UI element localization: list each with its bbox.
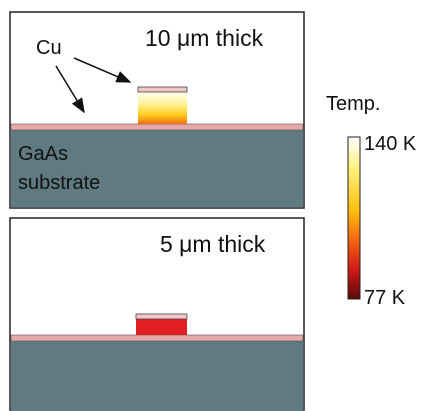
thickness-label: 5 μm thick (160, 231, 266, 257)
cu-block (138, 92, 187, 124)
cu-block (136, 319, 187, 335)
interlayer (10, 123, 304, 131)
panel-5um: 5 μm thick (9, 217, 305, 411)
colorbar-max: 140 K (364, 133, 417, 155)
colorbar-min: 77 K (364, 287, 406, 309)
substrate (11, 341, 303, 411)
cu-cap (135, 313, 188, 320)
thickness-label: 10 μm thick (145, 25, 264, 51)
colorbar-title: Temp. (326, 93, 380, 115)
arrow (55, 65, 85, 114)
interlayer (10, 334, 304, 342)
arrow (73, 57, 132, 83)
colorbar: Temp. 140 K 77 K (326, 93, 417, 309)
substrate (11, 130, 303, 207)
substrate-label: GaAs (18, 143, 68, 165)
cu-cap (137, 86, 188, 93)
colorbar-scale (347, 136, 361, 300)
panel-10um: 10 μm thick Cu GaAs substrate (9, 11, 305, 209)
substrate-label: substrate (18, 172, 100, 194)
callout-label: Cu (36, 37, 62, 59)
